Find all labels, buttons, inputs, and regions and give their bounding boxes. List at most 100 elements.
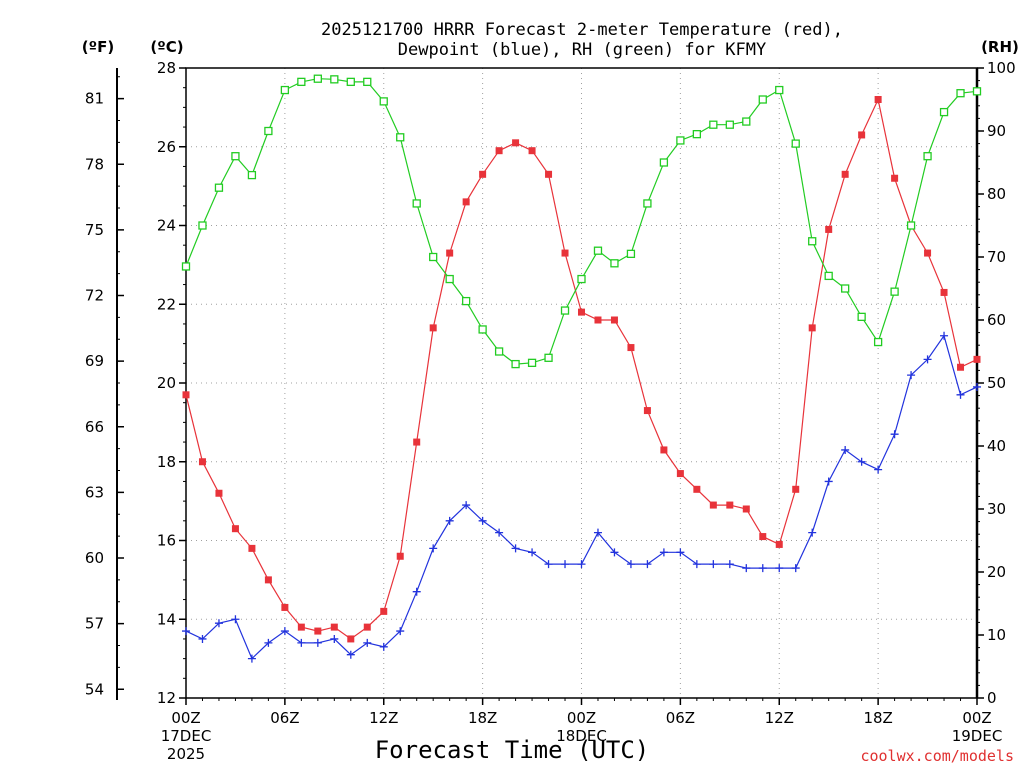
- rh-point: [412, 199, 421, 208]
- dewpoint-point: [940, 331, 949, 340]
- temperature-point: [627, 344, 635, 352]
- dewpoint-point: [692, 560, 701, 569]
- x-tick-date-label: 19DEC: [952, 727, 1003, 745]
- dewpoint-point: [214, 619, 223, 628]
- x-tick-label: 18Z: [468, 709, 497, 727]
- dewpoint-point: [182, 627, 190, 636]
- temperature-point: [413, 438, 421, 446]
- rh-point: [808, 237, 817, 246]
- rh-point: [429, 252, 438, 262]
- rh-point: [231, 152, 240, 161]
- temperature-point: [561, 249, 569, 257]
- temperature-point: [594, 316, 602, 324]
- temperature-point: [643, 407, 651, 415]
- dewpoint-point: [297, 638, 306, 647]
- temperature-point: [281, 603, 289, 611]
- dewpoint-point: [659, 548, 668, 557]
- temperature-point: [957, 363, 965, 371]
- temperature-point: [545, 170, 553, 178]
- dewpoint-point: [676, 548, 685, 557]
- rh-point: [758, 95, 767, 104]
- dewpoint-point: [808, 528, 817, 537]
- dewpoint-point: [330, 634, 339, 643]
- celsius-tick-label: 14: [157, 610, 176, 628]
- dewpoint-point: [264, 638, 273, 647]
- fahrenheit-tick-label: 81: [85, 90, 104, 108]
- temperature-point: [446, 249, 454, 257]
- x-tick-date-label: 18DEC: [556, 727, 607, 745]
- x-tick-label: 06Z: [666, 709, 695, 727]
- dewpoint-point: [561, 560, 570, 569]
- rh-point: [923, 152, 932, 161]
- fahrenheit-tick-label: 78: [85, 155, 104, 173]
- fahrenheit-tick-label: 69: [85, 352, 104, 370]
- fahrenheit-tick-label: 75: [85, 221, 104, 239]
- temperature-point: [792, 485, 800, 493]
- temperature-point: [396, 552, 404, 560]
- temperature-point: [874, 96, 882, 103]
- x-tick-year-label: 2025: [167, 745, 205, 763]
- axes: 12 14 16 18 20 22 24 26 28 54 57 60 63 66 69 72 75 78 81 0 1…: [85, 59, 1016, 763]
- temperature-line: [185, 97, 978, 640]
- dewpoint-point: [412, 587, 421, 596]
- rh-point: [214, 183, 224, 192]
- rh-point: [181, 262, 191, 271]
- dewpoint-line: [185, 334, 978, 660]
- dewpoint-point: [791, 564, 800, 573]
- fahrenheit-tick-label: 66: [85, 418, 104, 436]
- dewpoint-point: [923, 355, 932, 364]
- dewpoint-point: [396, 627, 405, 636]
- rh-unit-label: (RH): [981, 38, 1019, 56]
- rh-tick-label: 50: [987, 374, 1006, 392]
- dewpoint-point: [445, 516, 454, 525]
- dewpoint-point: [973, 382, 981, 391]
- rh-point: [396, 133, 405, 142]
- rh-point: [643, 199, 652, 208]
- dewpoint-point: [429, 544, 438, 553]
- dewpoint-point: [742, 564, 751, 573]
- grid: [186, 68, 977, 698]
- dewpoint-point: [495, 528, 504, 537]
- fahrenheit-tick-label: 54: [85, 680, 104, 698]
- dewpoint-point: [462, 501, 471, 510]
- x-tick-label: 00Z: [567, 709, 596, 727]
- rh-tick-label: 90: [987, 122, 1006, 140]
- temperature-point: [825, 225, 833, 233]
- rh-point: [346, 77, 355, 87]
- dewpoint-point: [857, 457, 866, 466]
- rh-point: [725, 120, 734, 129]
- temperature-point: [479, 170, 487, 178]
- temperature-point: [462, 198, 470, 206]
- rh-point: [857, 312, 866, 322]
- dewpoint-point: [890, 430, 899, 439]
- temperature-point: [314, 627, 322, 635]
- chart-title-line2: Dewpoint (blue), RH (green) for KFMY: [398, 40, 766, 60]
- temperature-point: [578, 308, 585, 316]
- dewpoint-point: [363, 638, 372, 647]
- temperature-point: [429, 324, 437, 332]
- x-tick-label: 00Z: [962, 709, 991, 727]
- rh-point: [906, 221, 916, 230]
- rh-tick-label: 70: [987, 248, 1006, 266]
- dewpoint-point: [593, 528, 602, 537]
- rh-point: [939, 107, 949, 117]
- temperature-point: [775, 540, 783, 548]
- celsius-tick-label: 16: [157, 532, 176, 550]
- rh-tick-label: 20: [987, 563, 1006, 581]
- rh-point: [775, 85, 784, 95]
- dewpoint-point: [346, 650, 355, 659]
- temperature-point: [248, 544, 256, 552]
- temperature-point: [182, 391, 190, 399]
- dewpoint-point: [626, 560, 635, 569]
- x-tick-date-label: 17DEC: [161, 727, 212, 745]
- dewpoint-point: [725, 560, 734, 569]
- temperature-point: [347, 635, 355, 643]
- rh-point: [890, 287, 899, 296]
- credit-label: coolwx.com/models: [860, 747, 1014, 765]
- temperature-point: [380, 607, 388, 615]
- rh-point: [659, 158, 669, 167]
- temperature-point: [726, 501, 734, 509]
- x-tick-label: 12Z: [369, 709, 398, 727]
- rh-point: [198, 221, 207, 230]
